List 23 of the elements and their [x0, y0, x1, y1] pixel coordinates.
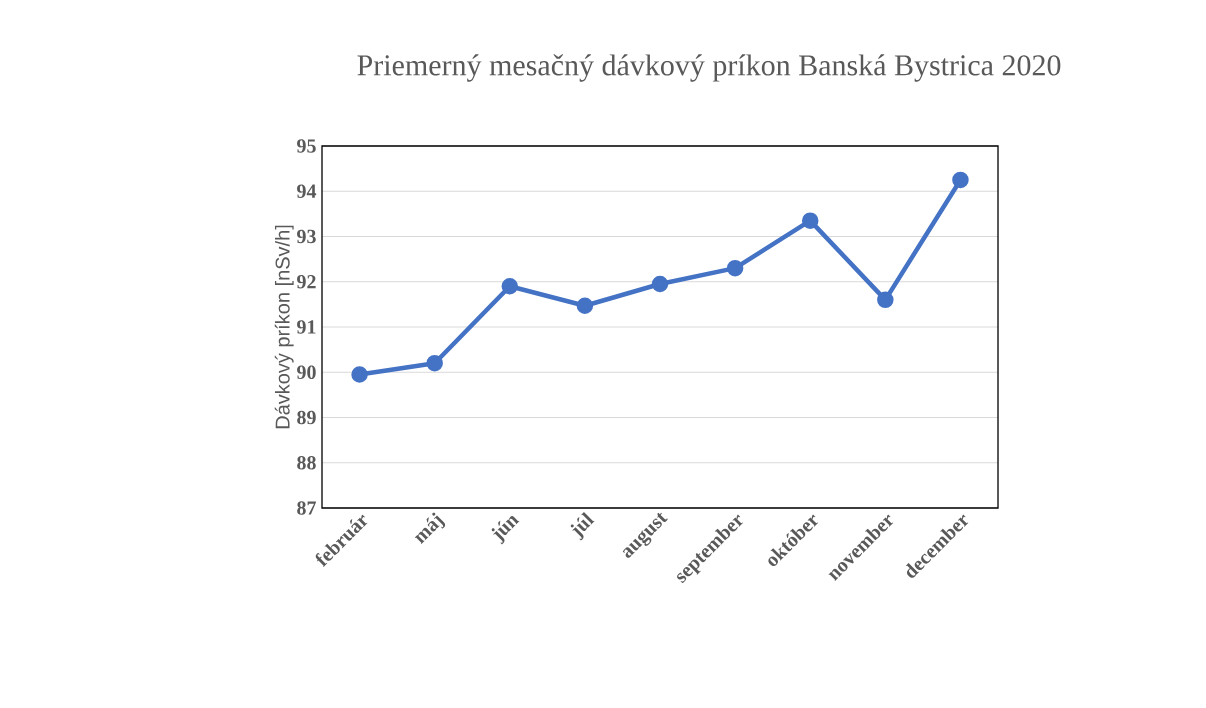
y-tick-label: 88 — [297, 456, 316, 470]
point — [877, 291, 894, 309]
y-axis-title: Dávkový príkon [nSv/h] — [274, 225, 294, 429]
y-tick-label: 90 — [297, 365, 316, 379]
y-tick-label: 94 — [297, 184, 317, 198]
y-tick-label: 93 — [297, 229, 316, 244]
point — [726, 259, 744, 277]
y-tick-label: 92 — [297, 275, 316, 289]
y-tick-label: 89 — [297, 410, 316, 425]
point — [801, 212, 819, 229]
point — [501, 278, 519, 295]
x-tick-label: máj — [414, 512, 446, 545]
point — [426, 354, 443, 372]
x-tick-label: jún — [491, 516, 520, 545]
point — [576, 297, 594, 314]
chart-title: Priemerný mesačný dávkový príkon Banská Bystrica 2020 — [357, 54, 1061, 82]
y-tick-label: 87 — [297, 501, 316, 515]
x-tick-label: júl — [570, 512, 595, 541]
point — [351, 366, 368, 383]
point — [952, 171, 969, 189]
y-tick-label: 91 — [297, 320, 316, 334]
point — [651, 275, 669, 293]
y-tick-label: 95 — [297, 139, 316, 153]
